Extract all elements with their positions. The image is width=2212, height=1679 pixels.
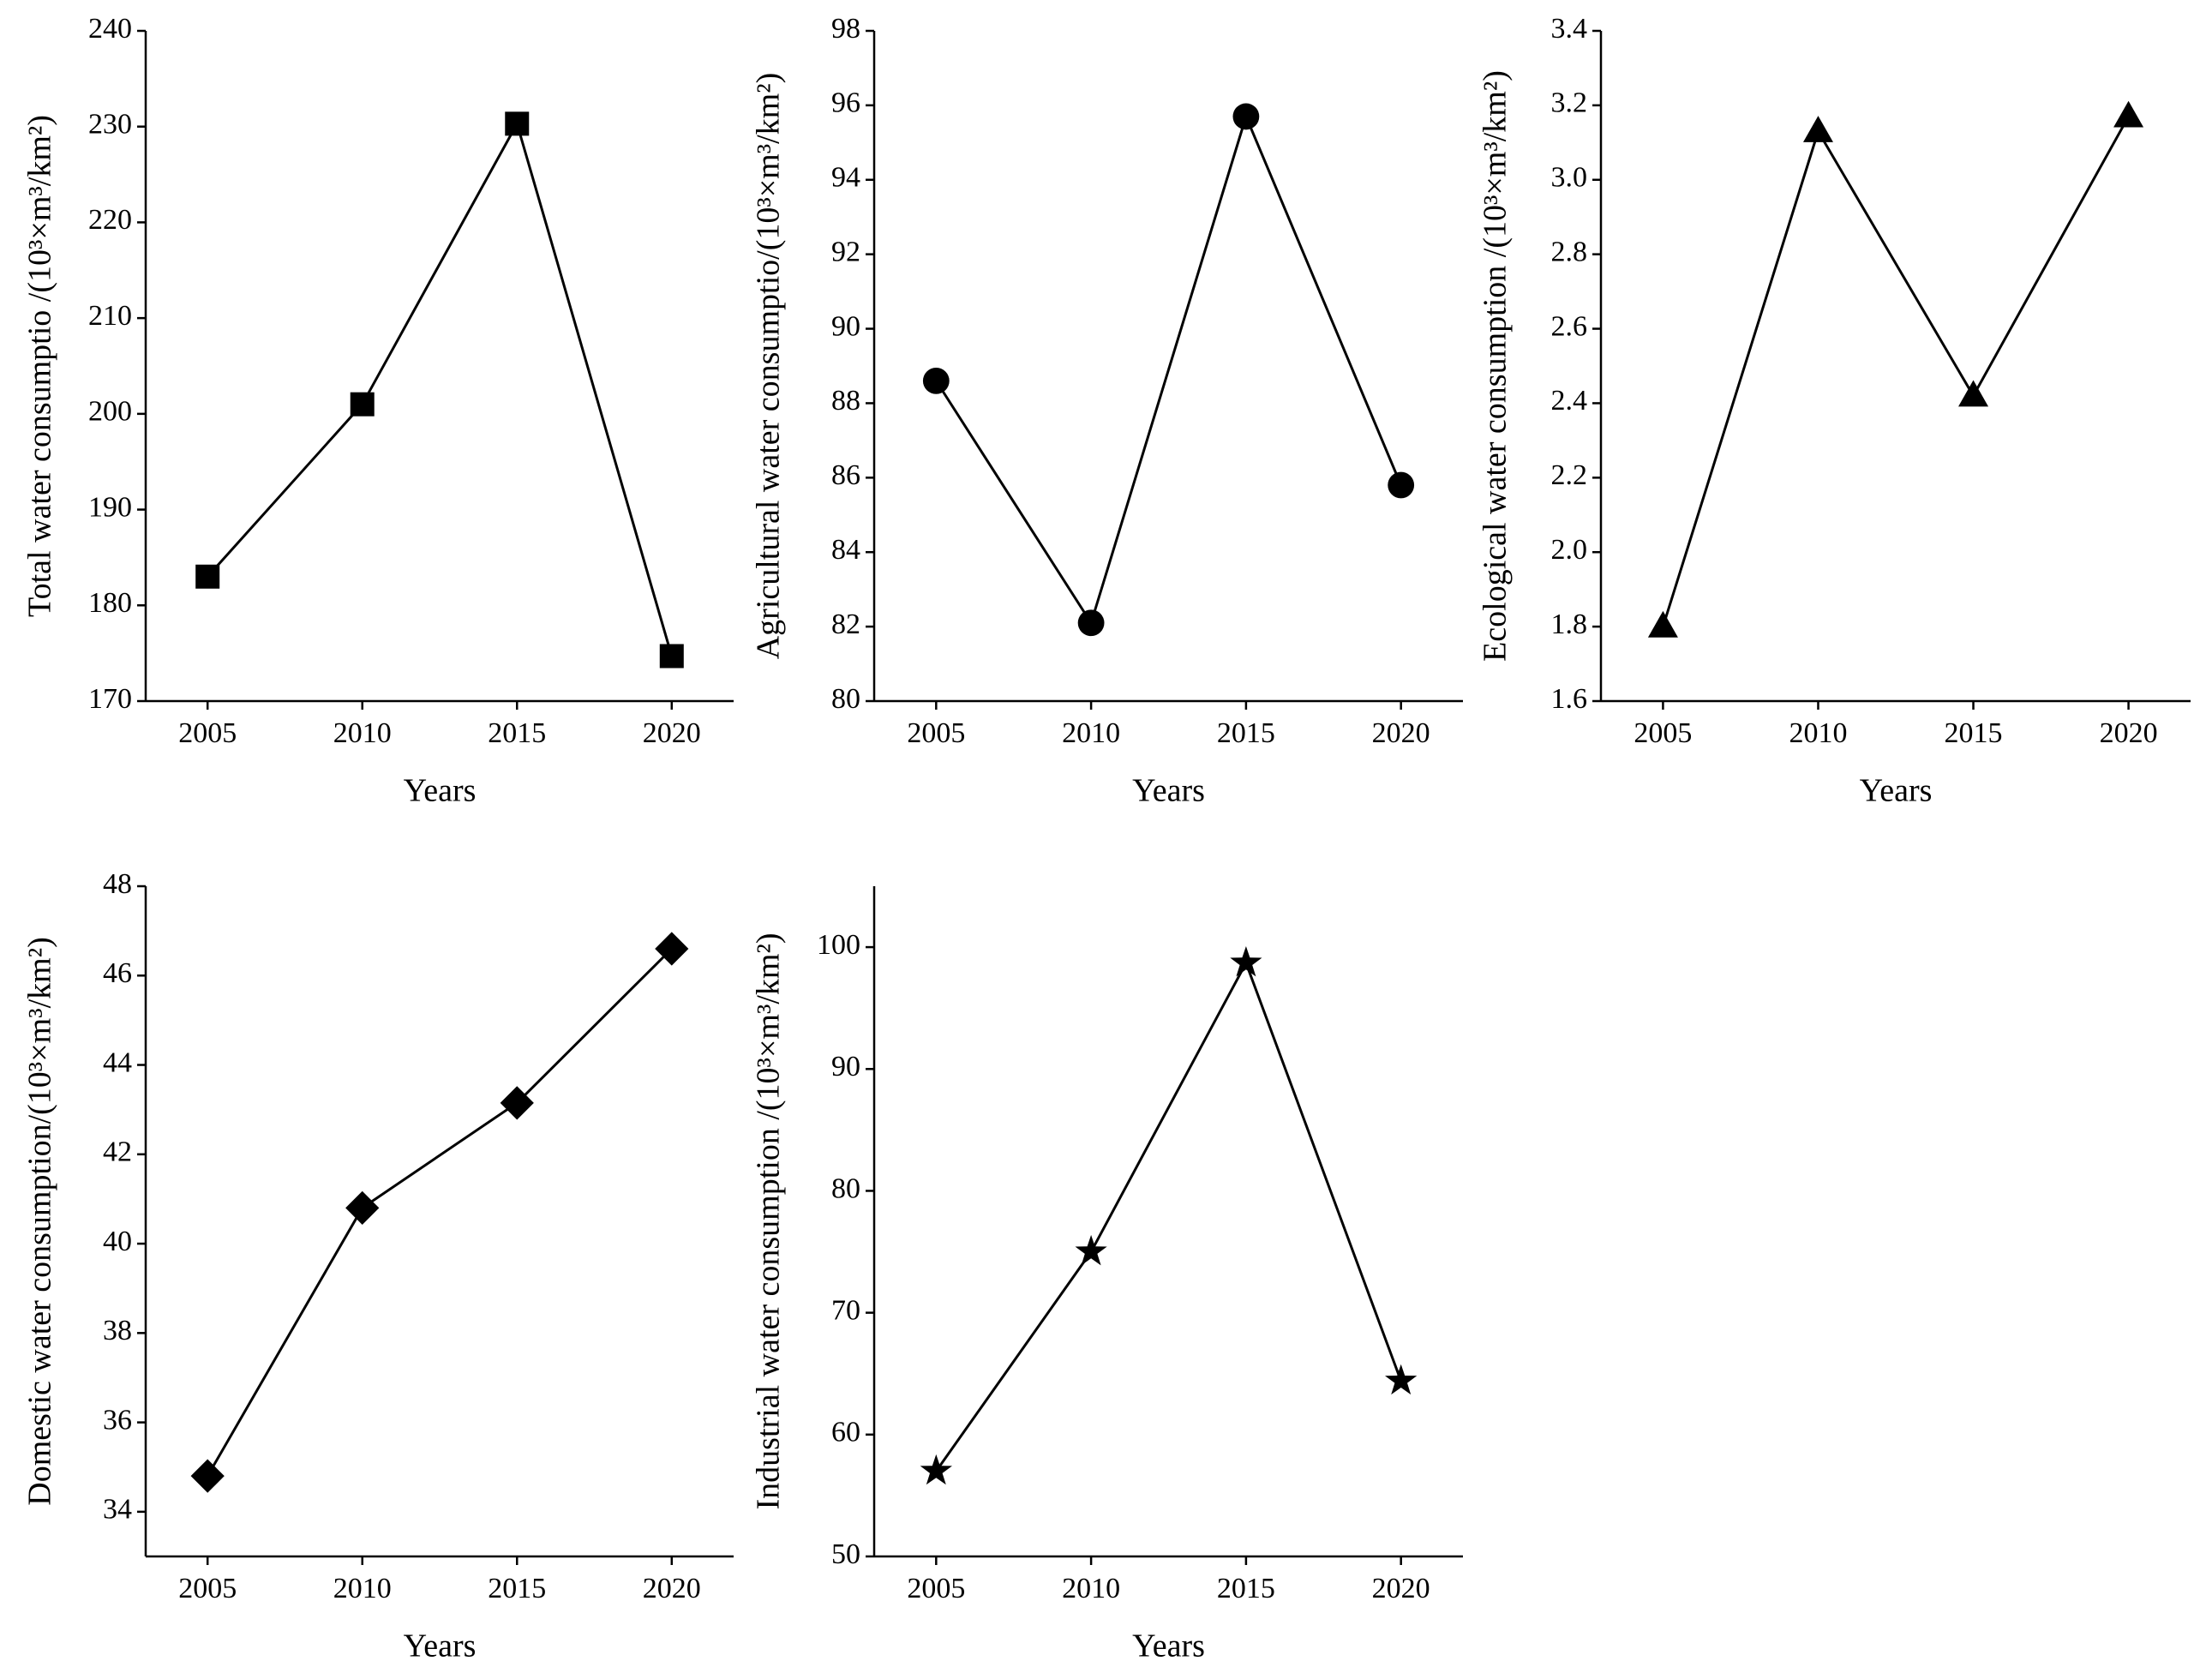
x-axis-label: Years <box>1860 773 1933 809</box>
marker <box>1230 946 1262 977</box>
data-line <box>206 947 673 1477</box>
marker <box>1385 1364 1418 1395</box>
y-tick-label: 38 <box>103 1315 132 1346</box>
marker <box>659 644 684 669</box>
x-tick-label: 2020 <box>643 1573 701 1604</box>
x-tick-label: 2010 <box>1789 717 1847 749</box>
y-tick-label: 36 <box>103 1404 132 1436</box>
y-axis-label: Agricultural water consumptio/(10³×m³/km… <box>751 73 787 660</box>
data-line <box>935 112 1403 627</box>
marker <box>922 367 950 394</box>
y-tick-label: 82 <box>831 609 860 640</box>
y-tick-label: 84 <box>831 534 860 566</box>
x-tick-label: 2015 <box>488 717 546 749</box>
y-tick-label: 1.6 <box>1551 683 1588 715</box>
data-line <box>1661 116 2130 627</box>
y-tick-label: 3.0 <box>1551 162 1588 194</box>
y-tick-label: 3.4 <box>1551 13 1588 45</box>
y-tick-label: 180 <box>88 587 132 619</box>
y-tick-label: 92 <box>831 236 860 267</box>
y-tick-label: 42 <box>103 1136 132 1168</box>
y-tick-label: 240 <box>88 13 132 45</box>
y-tick-label: 96 <box>831 87 860 119</box>
x-axis-label: Years <box>404 773 477 809</box>
y-axis-label: Ecological water consumption /(10³×m³/km… <box>1478 70 1514 662</box>
y-tick-label: 170 <box>88 683 132 715</box>
x-tick-label: 2010 <box>1062 1573 1120 1604</box>
x-tick-label: 2010 <box>333 1573 392 1604</box>
x-tick-label: 2010 <box>333 717 392 749</box>
x-axis-label: Years <box>1132 773 1205 809</box>
y-tick-label: 200 <box>88 396 132 428</box>
y-tick-label: 44 <box>103 1046 132 1078</box>
y-tick-label: 40 <box>103 1226 132 1257</box>
marker <box>500 1086 534 1120</box>
y-tick-label: 220 <box>88 204 132 236</box>
x-tick-label: 2010 <box>1062 717 1120 749</box>
y-tick-label: 190 <box>88 491 132 523</box>
y-tick-label: 2.6 <box>1551 310 1588 342</box>
y-tick-label: 2.8 <box>1551 236 1588 267</box>
marker <box>195 564 220 589</box>
marker <box>655 932 689 966</box>
marker <box>1647 610 1678 638</box>
y-tick-label: 2.0 <box>1551 534 1588 566</box>
y-tick-label: 230 <box>88 109 132 141</box>
y-tick-label: 100 <box>817 929 860 961</box>
x-tick-label: 2020 <box>1372 717 1430 749</box>
y-tick-label: 50 <box>831 1538 860 1570</box>
marker <box>1077 609 1105 637</box>
data-line <box>207 120 674 657</box>
marker <box>505 111 530 136</box>
y-axis-label: Industrial water consumption /(10³×m³/km… <box>751 933 787 1510</box>
y-tick-label: 70 <box>831 1294 860 1326</box>
y-tick-label: 86 <box>831 459 860 491</box>
x-tick-label: 2020 <box>643 717 701 749</box>
y-tick-label: 90 <box>831 1051 860 1082</box>
marker <box>190 1459 225 1493</box>
x-tick-label: 2005 <box>178 717 237 749</box>
y-axis-label: Total water consumptio /(10³×m³/km²) <box>22 115 58 617</box>
marker <box>1388 471 1415 499</box>
y-tick-label: 34 <box>103 1494 132 1526</box>
marker <box>345 1190 380 1225</box>
y-tick-label: 2.4 <box>1551 385 1588 417</box>
x-tick-label: 2005 <box>178 1573 237 1604</box>
x-axis-label: Years <box>404 1628 477 1664</box>
marker <box>920 1454 952 1485</box>
x-tick-label: 2015 <box>1217 1573 1275 1604</box>
marker <box>1802 116 1833 142</box>
y-tick-label: 60 <box>831 1417 860 1448</box>
y-tick-label: 88 <box>831 385 860 417</box>
marker <box>1232 103 1260 130</box>
marker <box>1075 1234 1107 1266</box>
x-tick-label: 2005 <box>907 717 965 749</box>
y-tick-label: 2.2 <box>1551 459 1588 491</box>
x-tick-label: 2015 <box>1217 717 1275 749</box>
marker <box>1958 380 1989 407</box>
x-tick-label: 2015 <box>1945 717 2003 749</box>
y-tick-label: 210 <box>88 300 132 332</box>
x-tick-label: 2005 <box>907 1573 965 1604</box>
y-tick-label: 1.8 <box>1551 609 1588 640</box>
y-tick-label: 46 <box>103 957 132 989</box>
y-axis-label: Domestic water consumption/(10³×m³/km²) <box>22 937 58 1506</box>
y-tick-label: 94 <box>831 162 860 194</box>
x-tick-label: 2020 <box>1372 1573 1430 1604</box>
marker <box>2113 100 2144 128</box>
x-tick-label: 2020 <box>2100 717 2158 749</box>
data-line <box>935 959 1403 1472</box>
y-tick-label: 98 <box>831 13 860 45</box>
x-tick-label: 2005 <box>1634 717 1692 749</box>
y-tick-label: 80 <box>831 683 860 715</box>
y-tick-label: 3.2 <box>1551 87 1588 119</box>
y-tick-label: 48 <box>103 868 132 900</box>
y-tick-label: 80 <box>831 1172 860 1204</box>
x-tick-label: 2015 <box>488 1573 546 1604</box>
marker <box>350 392 375 417</box>
y-tick-label: 90 <box>831 310 860 342</box>
x-axis-label: Years <box>1132 1628 1205 1664</box>
